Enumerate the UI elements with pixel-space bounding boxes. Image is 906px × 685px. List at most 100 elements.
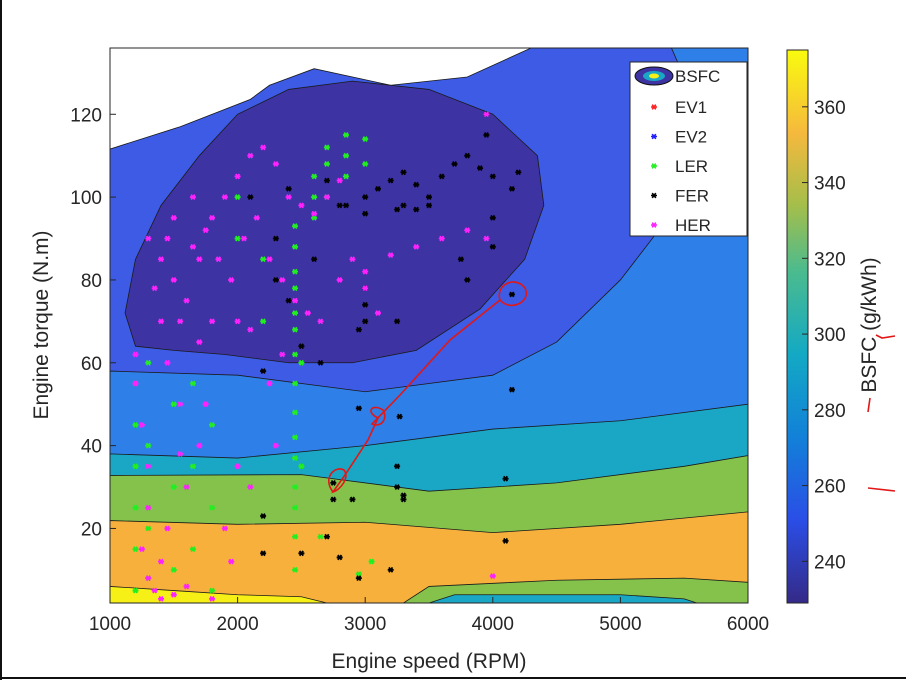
scatter-point — [374, 185, 381, 192]
scatter-point — [502, 475, 509, 482]
scatter-point — [362, 318, 369, 325]
scatter-point — [330, 496, 337, 503]
scatter-point — [170, 484, 177, 490]
scatter-point — [355, 326, 362, 333]
scatter-point — [400, 202, 407, 209]
scatter-point — [298, 202, 305, 209]
scatter-point — [158, 595, 165, 602]
scatter-point — [215, 256, 222, 263]
scatter-point — [311, 256, 318, 263]
scatter-point — [164, 235, 171, 242]
scatter-point — [343, 173, 350, 180]
scatter-point — [145, 575, 152, 582]
scatter-point — [272, 235, 279, 242]
scatter-point — [285, 185, 292, 192]
scatter-point — [170, 401, 177, 408]
scatter-point — [311, 173, 318, 180]
scatter-point — [292, 484, 299, 490]
scatter-point — [292, 243, 299, 250]
scatter-point — [145, 463, 152, 470]
y-tick-label: 120 — [70, 105, 102, 126]
scatter-point — [164, 525, 171, 532]
scatter-point — [196, 442, 203, 449]
scatter-point — [209, 421, 216, 428]
scatter-point — [183, 297, 190, 304]
scatter-point — [394, 484, 401, 490]
scatter-point — [196, 256, 203, 263]
scatter-point — [387, 177, 394, 184]
plot-area — [110, 48, 748, 603]
scatter-point — [483, 111, 490, 118]
x-tick-label: 2000 — [216, 614, 258, 635]
scatter-point — [323, 161, 330, 167]
x-axis-label: Engine speed (RPM) — [332, 650, 527, 673]
scatter-point — [464, 277, 471, 283]
scatter-point — [464, 227, 471, 234]
scatter-point — [292, 380, 299, 387]
scatter-point — [362, 285, 369, 292]
scatter-layer — [132, 111, 522, 602]
legend-label: BSFC — [675, 67, 720, 86]
scatter-point — [323, 177, 330, 184]
scatter-point — [426, 194, 432, 201]
scatter-point — [489, 573, 496, 580]
scatter-point — [240, 235, 247, 242]
scatter-point — [189, 463, 196, 470]
scatter-point — [387, 252, 394, 259]
scatter-point — [438, 235, 445, 242]
scatter-point — [355, 575, 362, 582]
scatter-point — [298, 359, 305, 366]
scatter-point — [362, 136, 369, 143]
scatter-point — [209, 587, 216, 594]
x-tick-label: 4000 — [472, 614, 514, 635]
scatter-point — [343, 202, 350, 209]
scatter-point — [336, 554, 343, 561]
scatter-point — [426, 202, 432, 209]
scatter-point — [158, 558, 165, 565]
scatter-point — [336, 277, 343, 283]
scatter-point — [151, 587, 158, 594]
x-tick-label: 1000 — [89, 614, 131, 635]
scatter-point — [292, 533, 299, 540]
scatter-point — [292, 351, 299, 358]
scatter-point — [343, 132, 350, 138]
legend-swatch — [651, 133, 657, 140]
scatter-point — [298, 463, 305, 470]
scatter-point — [132, 463, 139, 470]
scatter-point — [158, 256, 165, 263]
scatter-point — [209, 595, 216, 602]
scatter-point — [298, 343, 305, 350]
scatter-point — [228, 558, 235, 565]
legend-swatch — [651, 163, 657, 169]
scatter-point — [247, 152, 254, 159]
scatter-point — [400, 169, 407, 176]
colorbar-tick-label: 340 — [814, 174, 846, 195]
scatter-point — [253, 214, 260, 221]
scatter-point — [413, 206, 420, 213]
scatter-point — [292, 285, 299, 292]
scatter-point — [132, 380, 139, 387]
scatter-point — [138, 421, 145, 428]
scatter-point — [508, 386, 515, 393]
legend-label: FER — [675, 187, 709, 206]
scatter-point — [451, 161, 458, 167]
scatter-point — [272, 161, 279, 167]
scatter-point — [260, 144, 267, 151]
scatter-point — [132, 546, 139, 553]
scatter-point — [260, 513, 267, 519]
scatter-point — [413, 243, 420, 250]
scatter-point — [323, 194, 330, 201]
legend-label: EV1 — [675, 98, 707, 117]
scatter-point — [138, 546, 145, 553]
scatter-point — [394, 318, 401, 325]
scatter-point — [323, 144, 330, 151]
scatter-point — [260, 256, 267, 263]
axes-box — [109, 47, 749, 604]
scatter-point — [489, 243, 496, 250]
scatter-point — [362, 194, 369, 201]
scatter-point — [413, 181, 420, 188]
scatter-point — [285, 297, 292, 304]
scatter-point — [477, 165, 484, 172]
x-tick-label: 6000 — [727, 614, 769, 635]
